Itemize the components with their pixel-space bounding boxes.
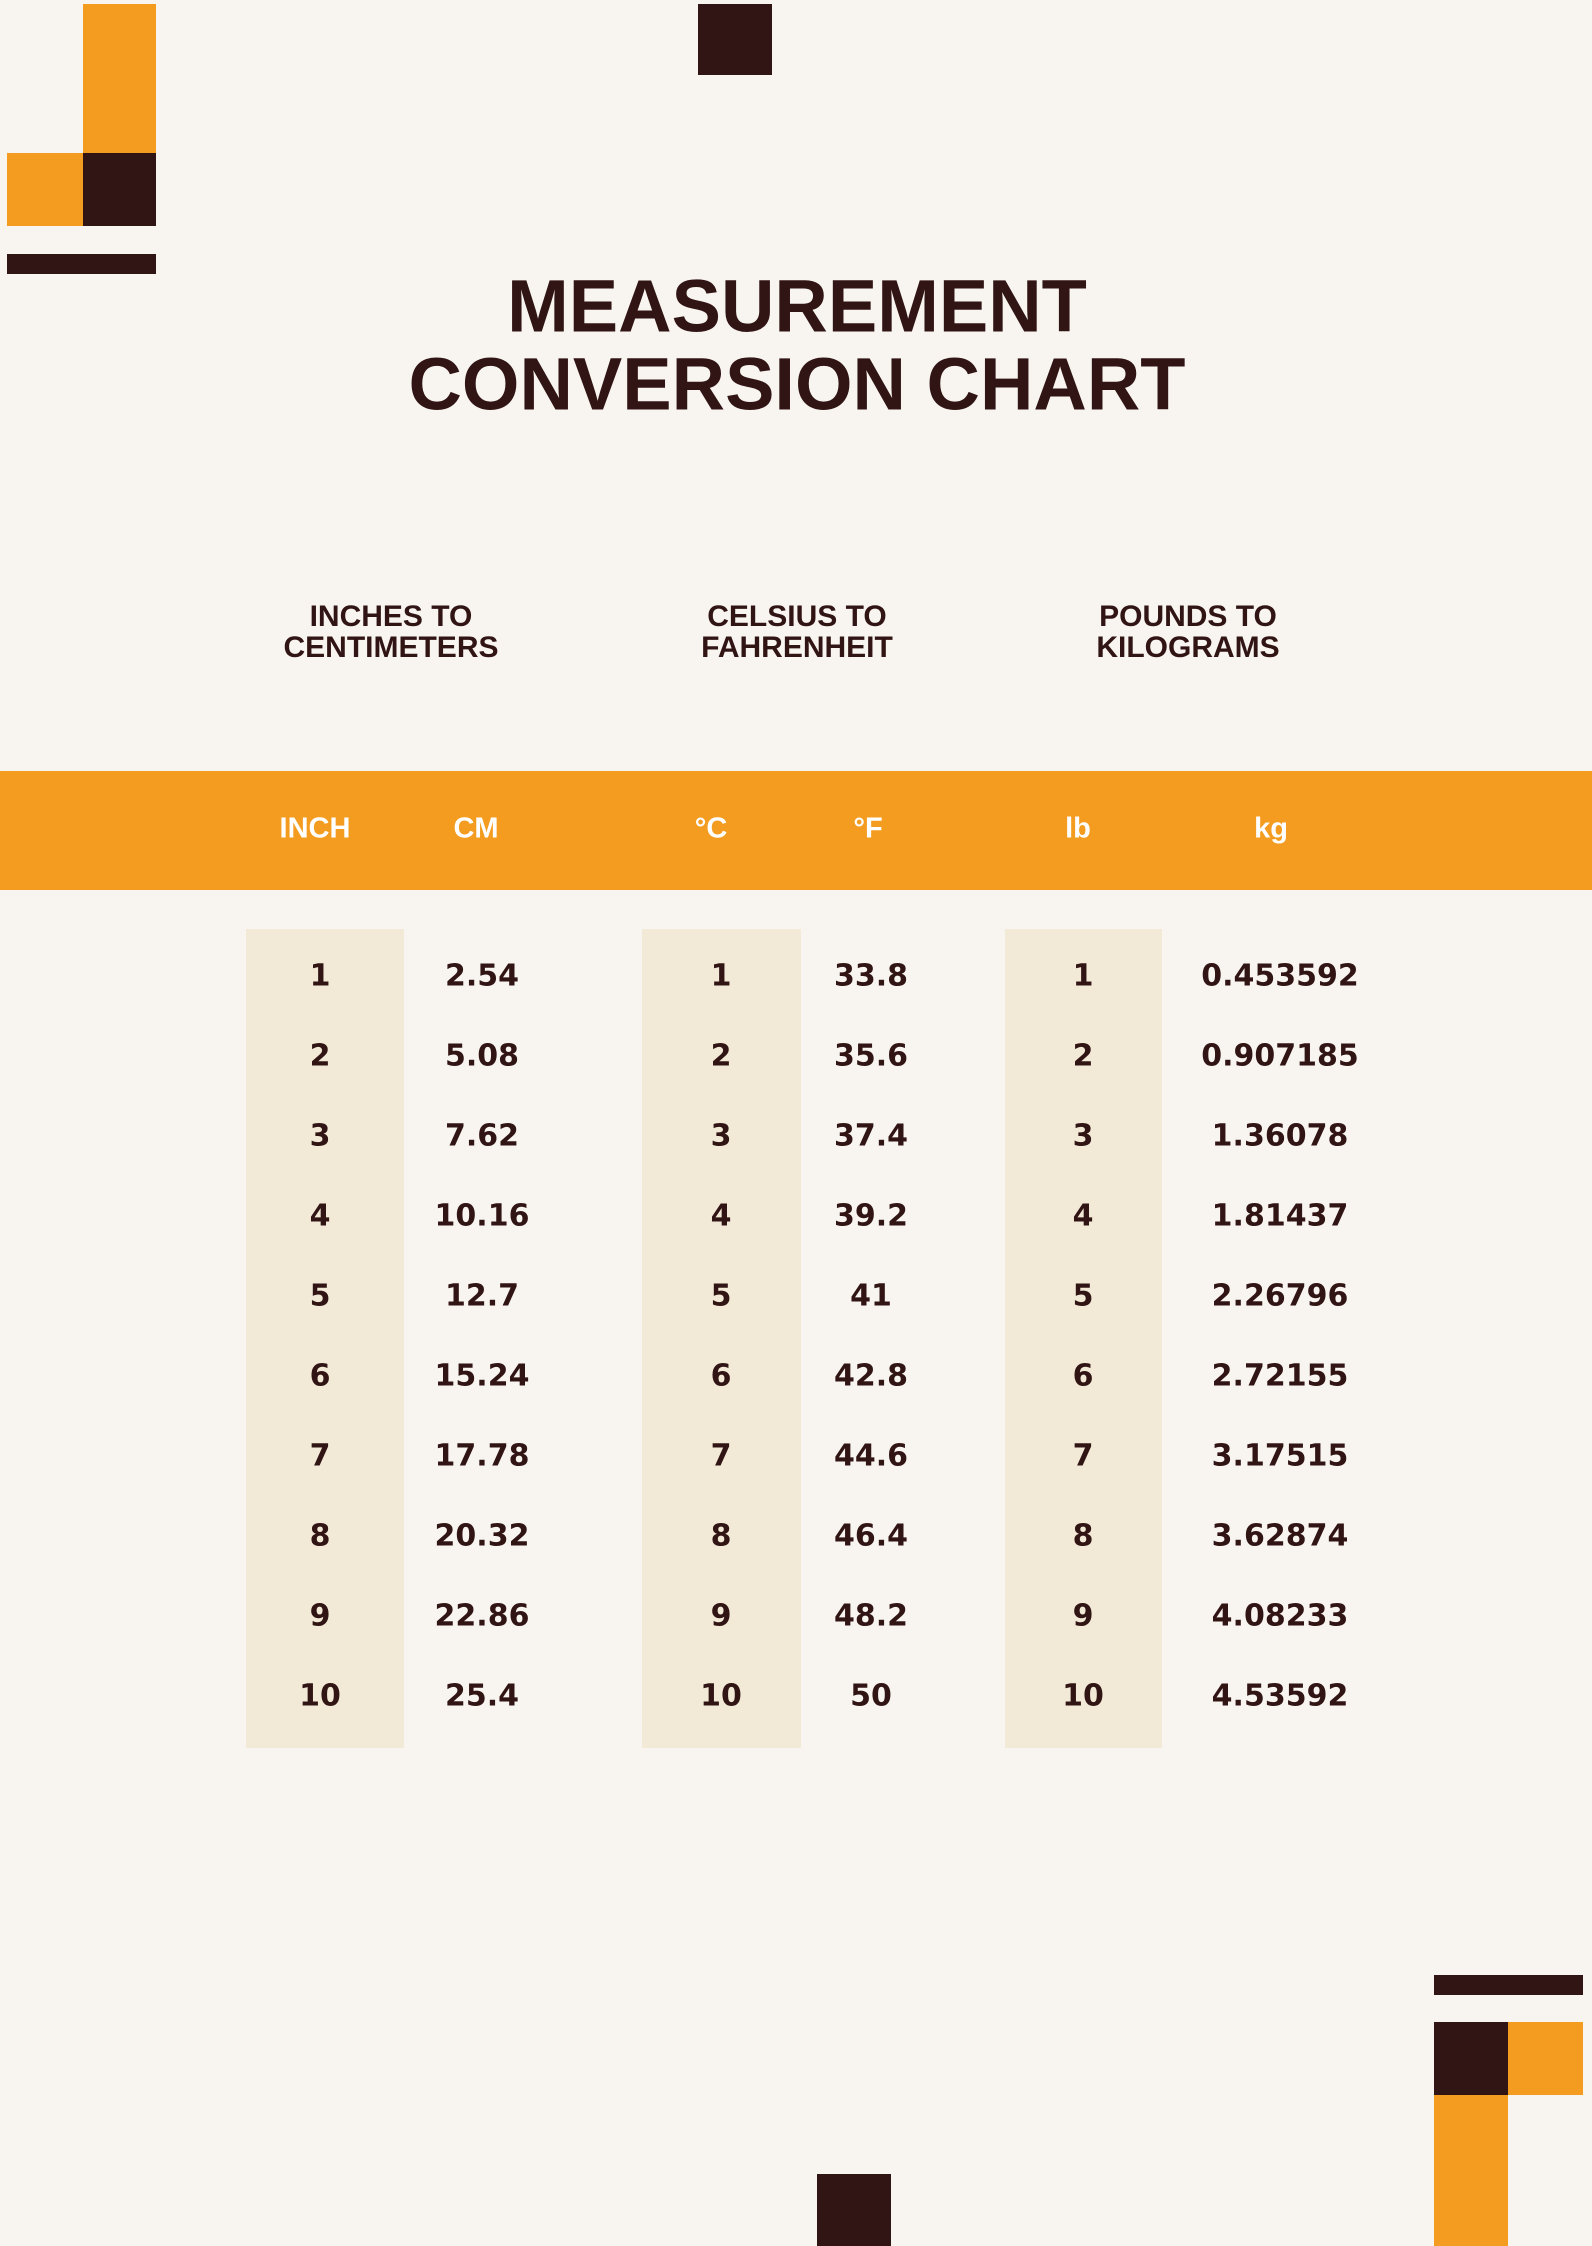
table-cell: 20.32 bbox=[435, 1519, 530, 1554]
table-cell: 46.4 bbox=[834, 1519, 908, 1554]
table-cell: 15.24 bbox=[435, 1359, 530, 1394]
table-cell: 7 bbox=[711, 1439, 732, 1474]
table-cell: 2.26796 bbox=[1212, 1279, 1349, 1314]
column-header: lb bbox=[1065, 813, 1091, 845]
table-cell: 4.08233 bbox=[1212, 1599, 1349, 1634]
section-heading: KILOGRAMS bbox=[1096, 631, 1279, 664]
table-cell: 8 bbox=[310, 1519, 331, 1554]
section-heading: INCHES TO bbox=[310, 600, 473, 633]
column-header: kg bbox=[1254, 813, 1288, 845]
table-cell: 4.53592 bbox=[1212, 1679, 1349, 1714]
table-cell: 3 bbox=[310, 1119, 331, 1154]
table-cell: 42.8 bbox=[834, 1359, 908, 1394]
table-cell: 1.36078 bbox=[1212, 1119, 1349, 1154]
title-line: CONVERSION CHART bbox=[408, 343, 1185, 426]
table-cell: 7 bbox=[1073, 1439, 1094, 1474]
table-cell: 10 bbox=[1062, 1679, 1104, 1714]
table-cell: 3.62874 bbox=[1212, 1519, 1349, 1554]
table-cell: 39.2 bbox=[834, 1199, 908, 1234]
table-cell: 3 bbox=[1073, 1119, 1094, 1154]
table-cell: 9 bbox=[310, 1599, 331, 1634]
table-cell: 10 bbox=[299, 1679, 341, 1714]
table-cell: 1.81437 bbox=[1212, 1199, 1349, 1234]
table-cell: 0.907185 bbox=[1201, 1039, 1359, 1074]
table-cell: 2 bbox=[310, 1039, 331, 1074]
table-cell: 44.6 bbox=[834, 1439, 908, 1474]
table-cell: 5 bbox=[310, 1279, 331, 1314]
table-cell: 7.62 bbox=[445, 1119, 519, 1154]
table-cell: 5 bbox=[1073, 1279, 1094, 1314]
section-heading: FAHRENHEIT bbox=[701, 631, 893, 664]
table-cell: 50 bbox=[850, 1679, 892, 1714]
table-cell: 8 bbox=[711, 1519, 732, 1554]
table-cell: 4 bbox=[310, 1199, 331, 1234]
column-shade bbox=[1005, 929, 1162, 1748]
title-line: MEASUREMENT bbox=[507, 265, 1087, 348]
table-cell: 9 bbox=[1073, 1599, 1094, 1634]
table-cell: 5.08 bbox=[445, 1039, 519, 1074]
table-cell: 7 bbox=[310, 1439, 331, 1474]
section-heading: POUNDS TO bbox=[1099, 600, 1277, 633]
table-cell: 5 bbox=[711, 1279, 732, 1314]
table-cell: 6 bbox=[1073, 1359, 1094, 1394]
table-cell: 33.8 bbox=[834, 959, 908, 994]
table-cell: 12.7 bbox=[445, 1279, 519, 1314]
column-header: °F bbox=[853, 813, 882, 845]
table-cell: 2.72155 bbox=[1212, 1359, 1349, 1394]
table-cell: 1 bbox=[711, 959, 732, 994]
table-cell: 3.17515 bbox=[1212, 1439, 1349, 1474]
table-cell: 10.16 bbox=[435, 1199, 530, 1234]
table-cell: 4 bbox=[711, 1199, 732, 1234]
table-cell: 1 bbox=[1073, 959, 1094, 994]
table-cell: 37.4 bbox=[834, 1119, 908, 1154]
table-cell: 10 bbox=[700, 1679, 742, 1714]
table-cell: 48.2 bbox=[834, 1599, 908, 1634]
table-cell: 3 bbox=[711, 1119, 732, 1154]
decoration bbox=[7, 4, 1583, 2246]
header-band bbox=[0, 771, 1592, 890]
table-cell: 41 bbox=[850, 1279, 892, 1314]
column-header: CM bbox=[453, 813, 498, 845]
column-shade bbox=[246, 929, 404, 1748]
table-cell: 25.4 bbox=[445, 1679, 519, 1714]
table-cell: 4 bbox=[1073, 1199, 1094, 1234]
table-cell: 17.78 bbox=[435, 1439, 530, 1474]
table-cell: 35.6 bbox=[834, 1039, 908, 1074]
table-cell: 0.453592 bbox=[1201, 959, 1359, 994]
section-heading: CELSIUS TO bbox=[707, 600, 886, 633]
column-header: °C bbox=[695, 813, 728, 845]
table-cell: 6 bbox=[310, 1359, 331, 1394]
column-shade bbox=[642, 929, 801, 1748]
table-cell: 2 bbox=[1073, 1039, 1094, 1074]
table-cell: 6 bbox=[711, 1359, 732, 1394]
table-cell: 9 bbox=[711, 1599, 732, 1634]
column-header: INCH bbox=[280, 813, 351, 845]
table-cell: 22.86 bbox=[435, 1599, 530, 1634]
section-heading: CENTIMETERS bbox=[283, 631, 498, 664]
table-cell: 8 bbox=[1073, 1519, 1094, 1554]
table-cell: 2.54 bbox=[445, 959, 519, 994]
table-cell: 1 bbox=[310, 959, 331, 994]
table-cell: 2 bbox=[711, 1039, 732, 1074]
